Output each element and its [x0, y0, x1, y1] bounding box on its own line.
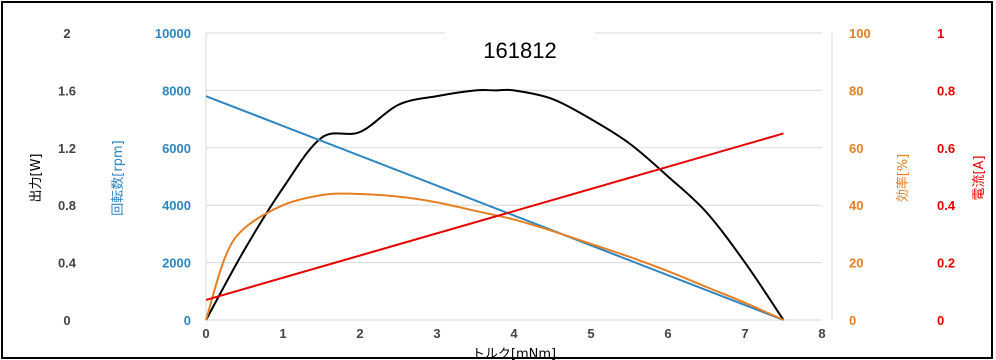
x-tick-label: 5: [587, 326, 594, 341]
x-tick-label: 7: [741, 326, 748, 341]
y-tick-label-efficiency: 0: [849, 313, 856, 328]
y-tick-label-speed: 10000: [155, 26, 191, 41]
y-tick-label-current: 0: [937, 313, 944, 328]
y-tick-label-speed: 2000: [162, 256, 191, 271]
x-tick-label: 0: [202, 326, 209, 341]
y-tick-label-speed: 8000: [162, 83, 191, 98]
y-tick-label-efficiency: 20: [849, 256, 863, 271]
y-tick-label-current: 0.2: [937, 256, 955, 271]
y-axis-label-efficiency: 効率[%]: [895, 154, 911, 203]
y-tick-label-current: 0.4: [937, 198, 956, 213]
y-tick-label-output: 1.2: [58, 141, 76, 156]
y-tick-label-current: 1: [937, 26, 944, 41]
y-tick-label-current: 0.8: [937, 83, 955, 98]
y-tick-label-efficiency: 80: [849, 83, 863, 98]
y-tick-label-efficiency: 60: [849, 141, 863, 156]
y-axis-label-current: 電流[A]: [972, 155, 987, 200]
x-tick-label: 8: [818, 326, 825, 341]
y-tick-label-efficiency: 40: [849, 198, 863, 213]
series-line-speed: [205, 95, 784, 321]
y-tick-label-output: 2: [63, 26, 70, 41]
series-line-efficiency: [205, 192, 784, 321]
x-tick-label: 1: [279, 326, 286, 341]
y-tick-label-output: 1.6: [58, 83, 76, 98]
x-tick-label: 4: [510, 326, 518, 341]
series-line-output: [205, 88, 785, 321]
x-axis-label: トルク[mNm]: [472, 347, 556, 360]
y-tick-label-speed: 6000: [162, 141, 191, 156]
x-tick-label: 3: [433, 326, 440, 341]
y-tick-label-efficiency: 100: [849, 26, 871, 41]
x-tick-label: 2: [356, 326, 363, 341]
y-axis-label-speed: 回転数[rpm]: [111, 140, 126, 215]
y-tick-label-speed: 4000: [162, 198, 191, 213]
y-axis-label-output: 出力[W]: [29, 154, 44, 203]
chart-title: 161812: [445, 32, 595, 70]
y-tick-label-output: 0: [63, 313, 70, 328]
y-tick-label-output: 0.8: [58, 198, 76, 213]
series-line-current: [205, 132, 784, 301]
x-tick-label: 6: [664, 326, 671, 341]
y-tick-label-speed: 0: [184, 313, 191, 328]
y-tick-label-current: 0.6: [937, 141, 955, 156]
y-tick-label-output: 0.4: [58, 256, 77, 271]
